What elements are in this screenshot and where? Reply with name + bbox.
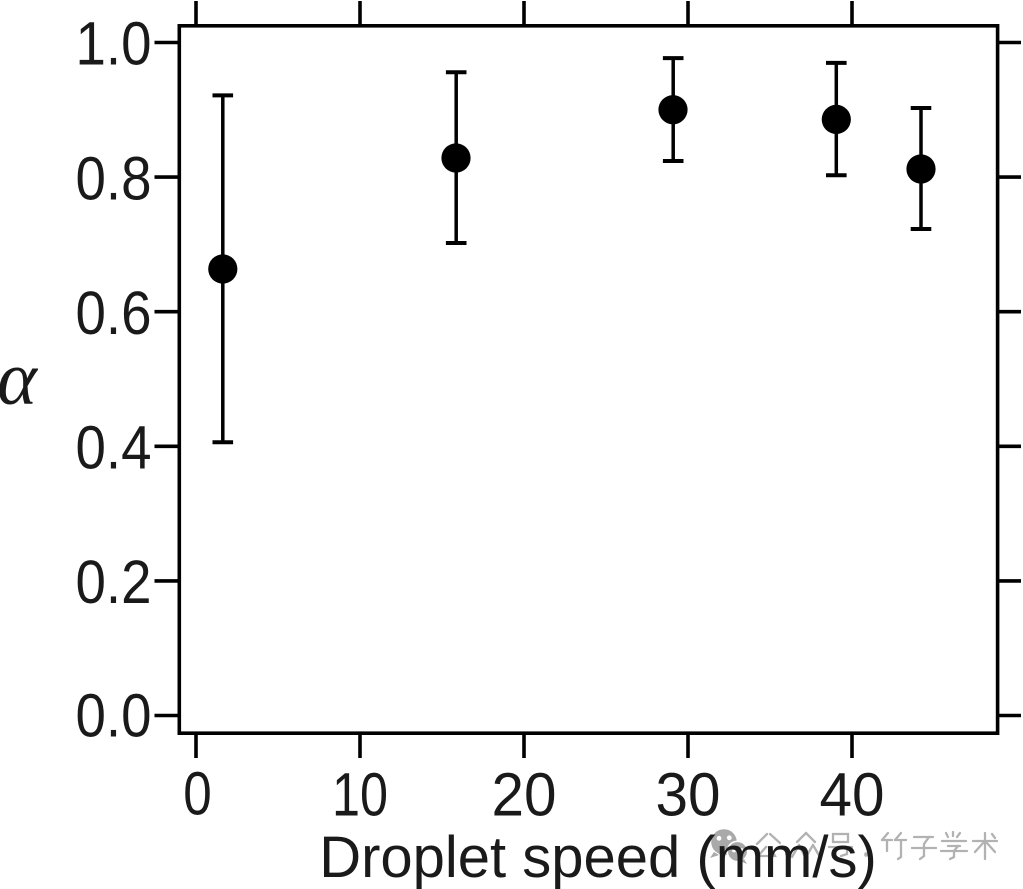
- svg-text:10: 10: [332, 761, 388, 829]
- svg-text:α: α: [0, 337, 39, 421]
- svg-text:0.6: 0.6: [76, 279, 152, 347]
- svg-text:40: 40: [820, 761, 885, 829]
- svg-text:0.8: 0.8: [76, 144, 152, 212]
- svg-text:Droplet speed (mm/s): Droplet speed (mm/s): [319, 825, 877, 889]
- svg-text:1.0: 1.0: [76, 10, 152, 78]
- svg-text:30: 30: [656, 761, 721, 829]
- svg-text:0.4: 0.4: [76, 414, 152, 482]
- svg-text:0: 0: [183, 760, 212, 828]
- svg-text:0.0: 0.0: [76, 681, 152, 749]
- svg-text:0.2: 0.2: [76, 548, 152, 616]
- svg-text:20: 20: [492, 761, 557, 829]
